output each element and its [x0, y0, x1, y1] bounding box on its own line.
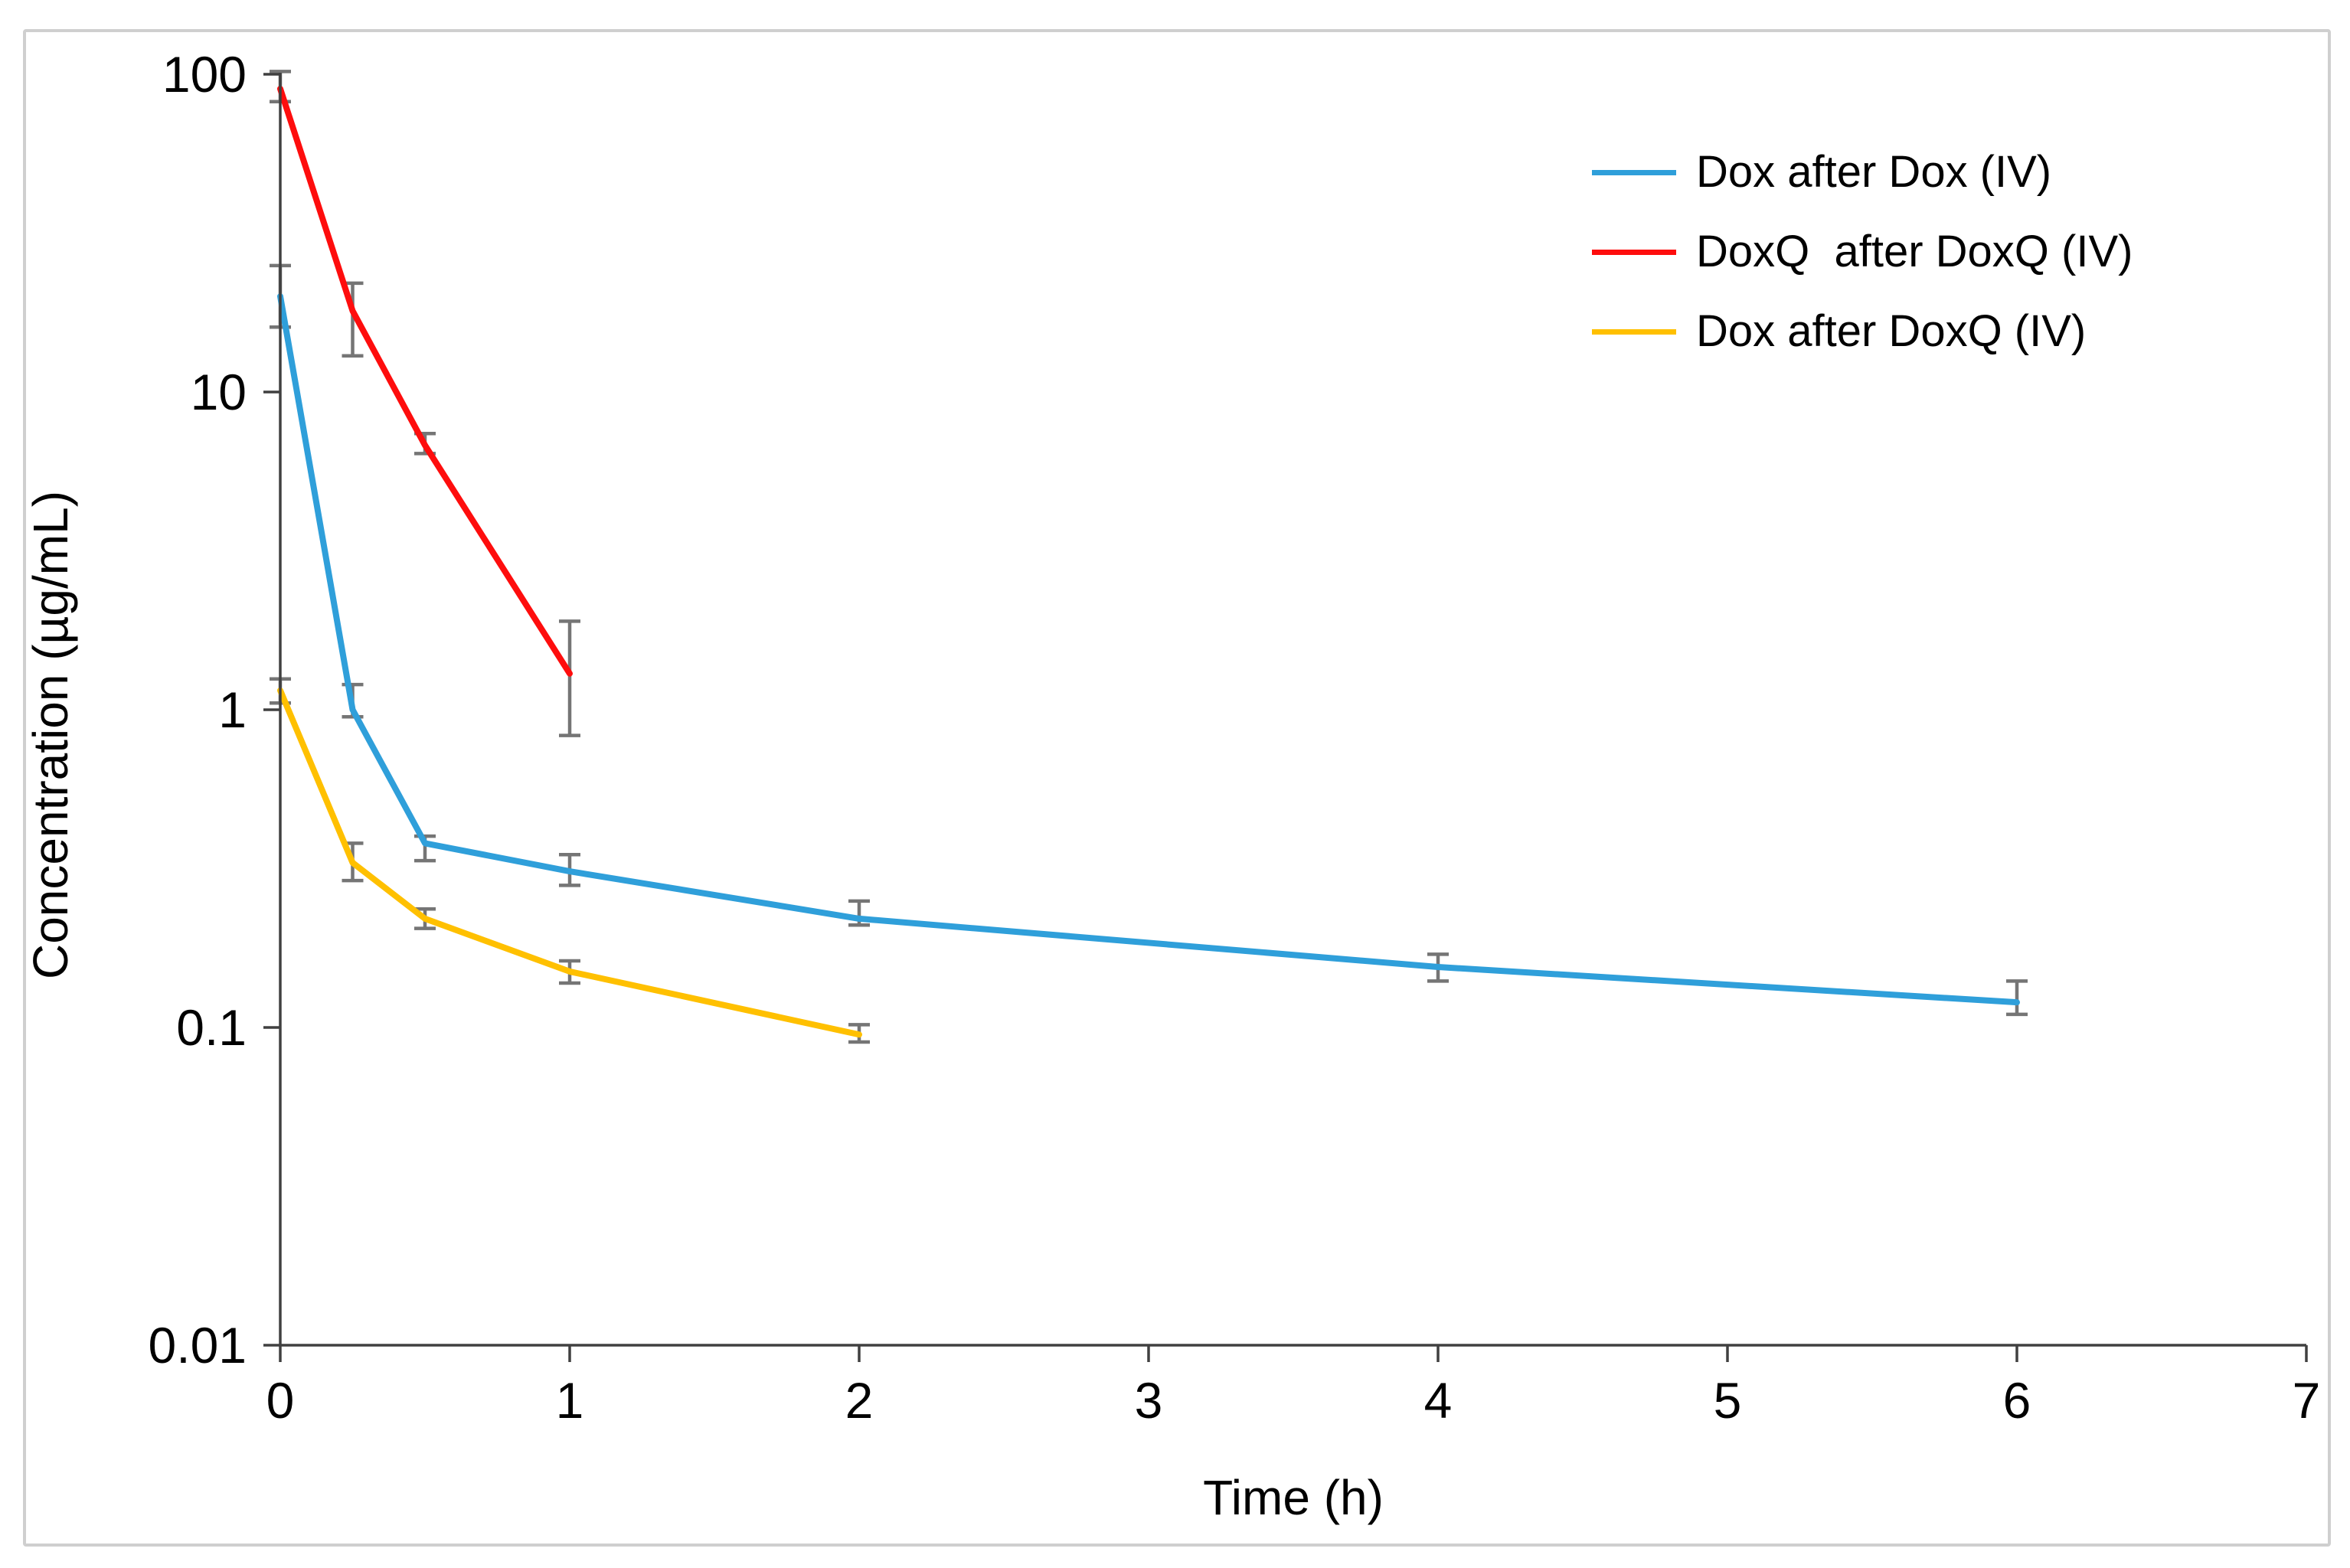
x-tick-label: 7 [2293, 1372, 2321, 1429]
x-tick-label: 2 [845, 1372, 874, 1429]
error-bar [2006, 979, 2028, 1017]
tick-labels-layer: 100 10 1 0.1 0.01 0 1 2 3 4 5 6 7 [149, 46, 2321, 1429]
y-tick-label: 0.1 [176, 999, 247, 1056]
y-tick-label: 10 [191, 364, 247, 420]
error-bar [559, 619, 580, 737]
legend-item-dox-after-dox-iv: Dox after Dox (IV) [1592, 150, 2133, 194]
y-tick-label: 100 [162, 46, 247, 103]
x-tick-label: 0 [266, 1372, 295, 1429]
y-tick-label: 1 [218, 681, 247, 738]
series-layer [277, 85, 2020, 1038]
x-axis-title: Time (h) [1203, 1470, 1384, 1525]
legend-item-doxq-after-doxq-iv: DoxQ after DoxQ (IV) [1592, 230, 2133, 274]
x-tick-label: 5 [1714, 1372, 1742, 1429]
axes-layer [263, 73, 2308, 1362]
legend: Dox after Dox (IV) DoxQ after DoxQ (IV) … [1592, 150, 2133, 354]
x-tick-label: 6 [2003, 1372, 2031, 1429]
series-line-doxq-after-doxq-iv [277, 85, 573, 677]
y-axis-title: Concentration (µg/mL) [23, 491, 78, 979]
x-tick-label: 1 [556, 1372, 584, 1429]
legend-line-sample-red [1592, 249, 1676, 255]
legend-line-sample-blue [1592, 169, 1676, 175]
legend-label: DoxQ after DoxQ (IV) [1696, 227, 2133, 276]
legend-label: Dox after DoxQ (IV) [1696, 306, 2087, 356]
legend-item-dox-after-doxq-iv: Dox after DoxQ (IV) [1592, 309, 2133, 354]
series-line-dox-after-doxq-iv [277, 687, 862, 1038]
legend-label: Dox after Dox (IV) [1696, 147, 2052, 197]
y-tick-label: 0.01 [149, 1317, 247, 1374]
series-line-dox-after-dox-iv [277, 293, 2020, 1006]
legend-line-sample-yellow [1592, 328, 1676, 335]
x-tick-label: 3 [1135, 1372, 1163, 1429]
figure-border [23, 29, 2331, 1547]
x-tick-label: 4 [1424, 1372, 1453, 1429]
